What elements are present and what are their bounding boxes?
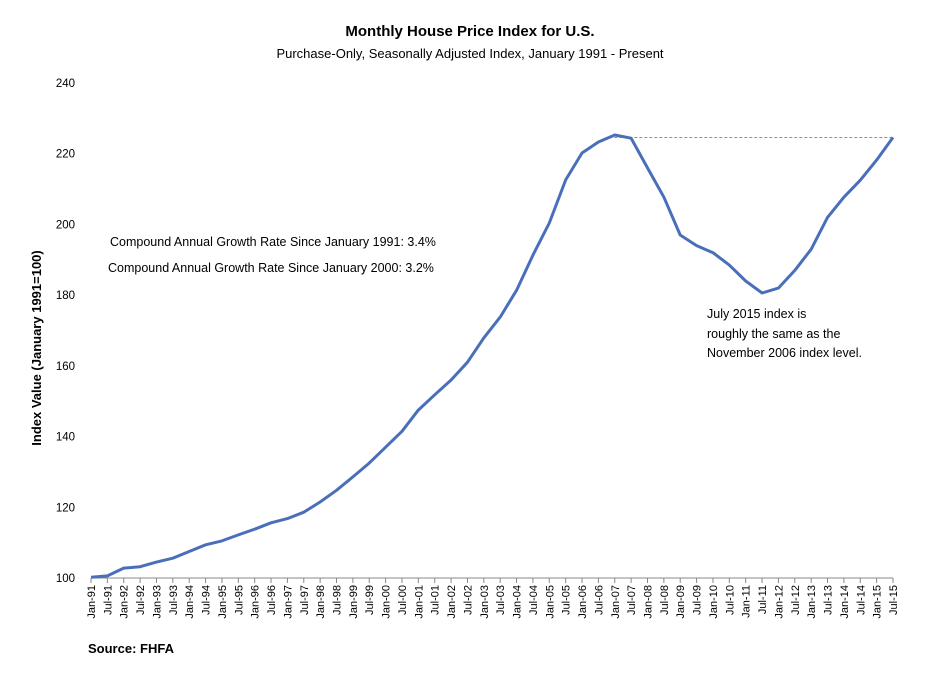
x-tick-label: Jul-93 — [168, 585, 180, 615]
annotation-july-2015-line3: November 2006 index level. — [707, 346, 862, 360]
x-tick-label: Jan-00 — [381, 585, 393, 619]
x-tick-label: Jul-08 — [659, 585, 671, 615]
x-tick-label: Jul-91 — [102, 585, 114, 615]
x-tick-label: Jan-99 — [348, 585, 360, 619]
x-tick-label: Jan-07 — [610, 585, 622, 619]
x-tick-label: Jul-97 — [299, 585, 311, 615]
x-tick-label: Jan-12 — [773, 585, 785, 619]
annotation-cagr-1991: Compound Annual Growth Rate Since Januar… — [110, 235, 436, 249]
x-tick-label: Jan-06 — [577, 585, 589, 619]
x-tick-label: Jul-05 — [561, 585, 573, 615]
x-tick-label: Jul-12 — [790, 585, 802, 615]
series-line-hpi — [90, 133, 895, 579]
x-tick-label: Jan-14 — [839, 585, 851, 619]
x-tick-label: Jan-98 — [315, 585, 327, 619]
y-tick-label: 100 — [56, 573, 75, 585]
x-tick-label: Jul-95 — [233, 585, 245, 615]
y-tick-label: 120 — [56, 502, 75, 514]
annotation-july-2015-line1: July 2015 index is — [707, 307, 806, 321]
annotation-july-2015-line2: roughly the same as the — [707, 327, 840, 341]
x-tick-label: Jan-03 — [479, 585, 491, 619]
x-tick-label: Jul-92 — [135, 585, 147, 615]
x-tick-label: Jul-14 — [855, 585, 867, 615]
x-tick-label: Jan-15 — [872, 585, 884, 619]
y-tick-label: 200 — [56, 219, 75, 231]
x-tick-label: Jan-04 — [512, 585, 524, 619]
x-tick-label: Jul-96 — [266, 585, 278, 615]
annotation-cagr-2000: Compound Annual Growth Rate Since Januar… — [108, 261, 434, 275]
x-tick-label: Jan-13 — [806, 585, 818, 619]
x-tick-label: Jan-05 — [544, 585, 556, 619]
x-tick-label: Jul-99 — [364, 585, 376, 615]
y-axis-label: Index Value (January 1991=100) — [29, 250, 44, 445]
x-tick-label: Jan-94 — [184, 585, 196, 619]
y-tick-label: 240 — [56, 78, 75, 90]
x-tick-label: Jul-98 — [332, 585, 344, 615]
x-tick-label: Jan-11 — [741, 585, 753, 618]
x-tick-label: Jul-03 — [495, 585, 507, 615]
y-tick-label: 220 — [56, 149, 75, 161]
x-tick-label: Jul-01 — [430, 585, 442, 615]
x-tick-label: Jul-15 — [888, 585, 900, 615]
x-tick-label: Jul-00 — [397, 585, 409, 615]
y-tick-label: 160 — [56, 361, 75, 373]
x-tick-label: Jul-11 — [757, 585, 769, 614]
x-tick-label: Jul-09 — [692, 585, 704, 615]
x-tick-label: Jan-01 — [413, 585, 425, 619]
x-tick-label: Jul-04 — [528, 585, 540, 615]
x-tick-label: Jul-10 — [724, 585, 736, 615]
x-tick-label: Jan-97 — [282, 585, 294, 619]
y-tick-label: 140 — [56, 432, 75, 444]
x-tick-label: Jan-02 — [446, 585, 458, 619]
x-tick-label: Jan-95 — [217, 585, 229, 619]
y-tick-label: 180 — [56, 290, 75, 302]
x-tick-label: Jul-94 — [201, 585, 213, 615]
x-tick-label: Jan-96 — [250, 585, 262, 619]
x-tick-label: Jan-10 — [708, 585, 720, 619]
x-tick-label: Jul-06 — [593, 585, 605, 615]
x-tick-label: Jan-93 — [151, 585, 163, 619]
source-note: Source: FHFA — [88, 641, 175, 656]
x-tick-label: Jul-13 — [823, 585, 835, 615]
x-tick-label: Jan-09 — [675, 585, 687, 619]
x-tick-label: Jan-08 — [642, 585, 654, 619]
x-tick-label: Jul-02 — [462, 585, 474, 615]
x-tick-label: Jan-92 — [119, 585, 131, 619]
x-tick-label: Jan-91 — [86, 585, 98, 619]
x-tick-label: Jul-07 — [626, 585, 638, 615]
chart-subtitle: Purchase-Only, Seasonally Adjusted Index… — [276, 46, 663, 61]
chart-title: Monthly House Price Index for U.S. — [345, 23, 594, 40]
